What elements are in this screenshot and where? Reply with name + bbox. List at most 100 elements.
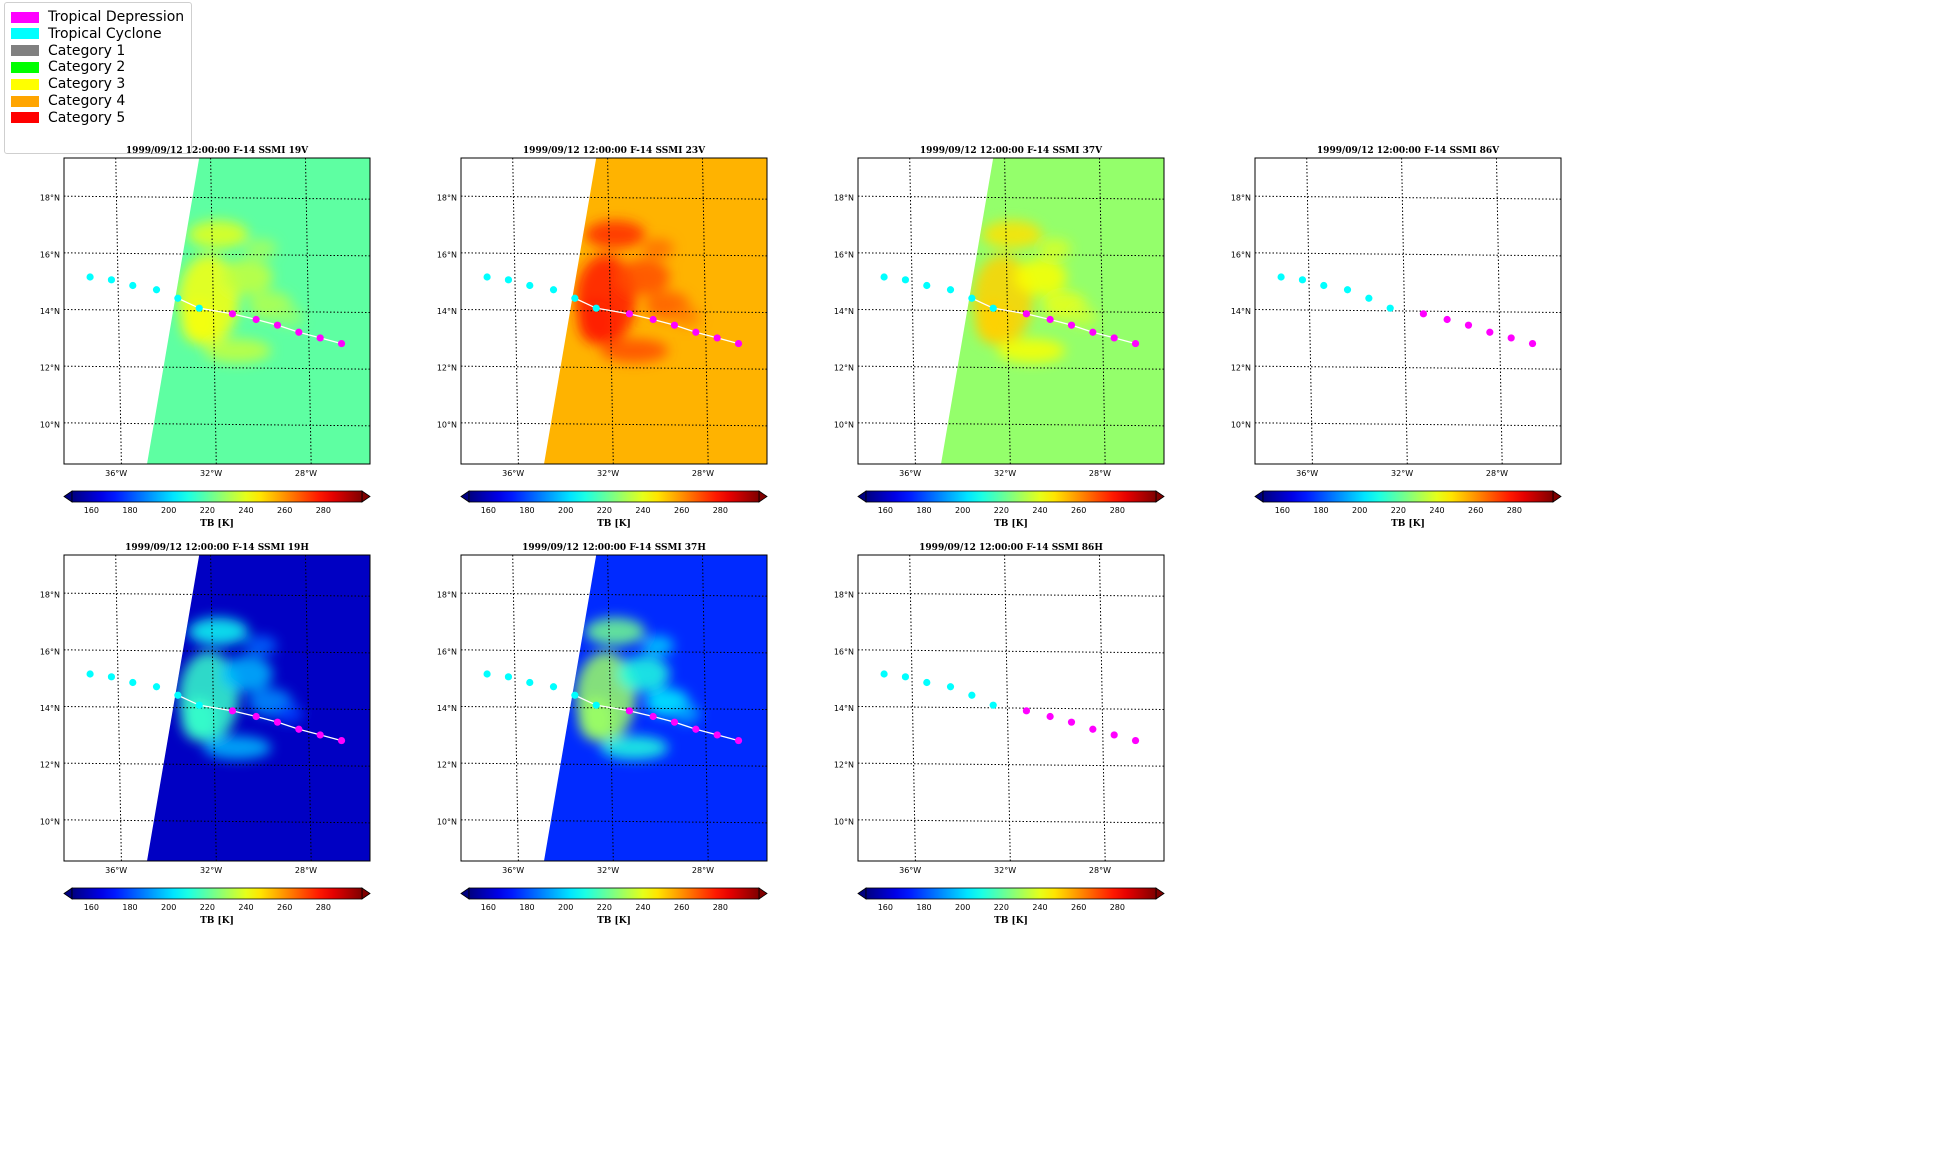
legend-item: Category 3 (11, 74, 125, 94)
colorbar: 160 180 200 220 240 260 280 TB [K] (857, 490, 1165, 529)
panel-title: 1999/09/12 12:00:00 F-14 SSMI 37V (920, 146, 1103, 156)
colorbar-tick-label: 200 (955, 506, 970, 515)
colorbar-tick-label: 220 (597, 506, 612, 515)
track-point (692, 725, 700, 733)
y-tick-label: 12°N (437, 364, 457, 373)
meridian-line (115, 158, 122, 464)
y-tick-label: 16°N (437, 647, 457, 656)
track-point (1046, 315, 1054, 324)
x-tick-label: 32°W (200, 866, 222, 875)
colorbar-tick-label: 180 (122, 506, 137, 515)
map-panel: 1999/09/12 12:00:00 F-14 SSMI 37V 36°W 32°… (834, 146, 1165, 529)
colorbar-tick-label: 180 (519, 903, 534, 912)
legend-swatch (11, 112, 39, 124)
parallel-line (858, 706, 1164, 710)
track-point (1464, 321, 1473, 329)
track-point (670, 718, 679, 726)
y-tick-label: 18°N (834, 591, 854, 600)
colorbar: 160 180 200 220 240 260 280 TB [K] (63, 490, 371, 529)
colorbar-tick-label: 200 (161, 506, 176, 515)
y-tick-label: 10°N (437, 420, 457, 429)
legend-swatch (11, 28, 39, 40)
parallel-line (1255, 365, 1561, 370)
y-tick-label: 18°N (40, 194, 60, 203)
track-point (901, 276, 910, 284)
y-tick-label: 16°N (40, 250, 60, 259)
track-point (989, 304, 997, 312)
y-tick-label: 12°N (1231, 364, 1251, 373)
track-point (901, 673, 910, 681)
map-panel: 1999/09/12 12:00:00 F-14 SSMI 86V 36°W 32°… (1231, 146, 1562, 529)
track-point (571, 691, 579, 699)
parallel-line (1255, 309, 1561, 313)
track-line (177, 297, 342, 345)
parallel-line (858, 592, 1164, 597)
y-tick-label: 16°N (1231, 250, 1251, 259)
track-point (734, 736, 743, 745)
colorbar-tick-label: 160 (84, 506, 99, 515)
track-point (1443, 315, 1451, 324)
parallel-line (858, 762, 1164, 767)
legend-item: Category 2 (11, 57, 125, 77)
track-point (228, 707, 237, 715)
track-point (649, 315, 657, 324)
colorbar: 160 180 200 220 240 260 280 TB [K] (63, 887, 371, 926)
legend-item: Tropical Depression (11, 7, 184, 27)
colorbar: 160 180 200 220 240 260 280 TB [K] (460, 887, 768, 926)
legend-swatch (11, 45, 39, 57)
parallel-line (1255, 195, 1561, 200)
track-point (252, 315, 260, 324)
colorbar-tick-label: 260 (277, 506, 292, 515)
colorbar-tick-label: 260 (1468, 506, 1483, 515)
y-tick-label: 16°N (40, 647, 60, 656)
track-point (692, 328, 700, 336)
track-point (1110, 731, 1118, 739)
track-point (592, 304, 600, 312)
colorbar-tick-label: 160 (84, 903, 99, 912)
colorbar-tick-label: 240 (238, 506, 253, 515)
axes-frame (63, 554, 371, 862)
x-tick-label: 36°W (502, 469, 524, 478)
colorbar: 160 180 200 220 240 260 280 TB [K] (460, 490, 768, 529)
x-tick-label: 32°W (1391, 469, 1413, 478)
y-tick-label: 10°N (40, 817, 60, 826)
colorbar-tick-label: 180 (122, 903, 137, 912)
colorbar-tick-label: 180 (916, 506, 931, 515)
parallel-line (858, 819, 1164, 824)
y-tick-label: 12°N (437, 761, 457, 770)
track-point (713, 334, 721, 342)
legend: Tropical Depression Tropical Cyclone Categ… (4, 2, 192, 154)
track-point (152, 286, 161, 294)
x-tick-label: 28°W (1089, 866, 1111, 875)
track-point (129, 281, 137, 290)
y-tick-label: 18°N (1231, 194, 1251, 203)
colorbar-tick-label: 200 (1352, 506, 1367, 515)
legend-swatch (11, 78, 39, 90)
x-tick-label: 28°W (295, 469, 317, 478)
colorbar-tick-label: 260 (277, 903, 292, 912)
x-tick-label: 32°W (597, 469, 619, 478)
map-panel: 1999/09/12 12:00:00 F-14 SSMI 86H 36°W 32°… (834, 543, 1165, 926)
map-panel: 1999/09/12 12:00:00 F-14 SSMI 19H 36°W 32°… (40, 543, 371, 926)
track-point (107, 673, 116, 681)
y-tick-label: 18°N (437, 194, 457, 203)
colorbar-tick-label: 260 (1071, 903, 1086, 912)
y-tick-label: 18°N (437, 591, 457, 600)
colorbar-label: TB [K] (597, 916, 631, 926)
meridian-line (512, 158, 519, 464)
x-tick-label: 28°W (1486, 469, 1508, 478)
track-point (174, 691, 182, 699)
track-point (1386, 304, 1394, 312)
colorbar-tick-label: 240 (1032, 506, 1047, 515)
track-point (295, 328, 303, 336)
legend-label: Tropical Cyclone (48, 25, 162, 42)
colorbar-label: TB [K] (597, 519, 631, 529)
colorbar-tick-label: 280 (1110, 506, 1125, 515)
track-point (1022, 707, 1031, 715)
track-point (1131, 736, 1140, 745)
track-point (526, 678, 534, 687)
track-point (592, 701, 600, 709)
track-point (625, 707, 634, 715)
x-tick-label: 32°W (994, 469, 1016, 478)
track-point (549, 683, 558, 691)
